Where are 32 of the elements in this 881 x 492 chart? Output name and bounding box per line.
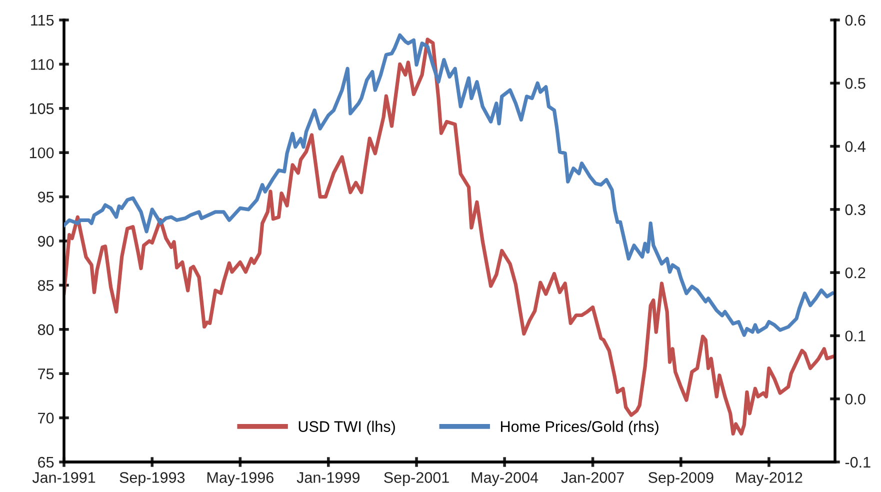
y2-tick-label: 0.0 (845, 394, 866, 405)
y-tick-label: 85 (38, 280, 54, 291)
y2-tick-label: 0.4 (845, 141, 866, 152)
x-tick-label: Jan-1991 (32, 472, 96, 483)
y-tick-label: 75 (38, 368, 54, 380)
x-tick-label: Sep-2009 (648, 472, 714, 486)
legend-label: Home Prices/Gold (rhs) (501, 420, 658, 435)
y2-tick-label: 0.3 (845, 204, 866, 216)
y-tick-label: 80 (38, 324, 54, 336)
y2-tick-label: 0.2 (845, 267, 866, 278)
legend-label: USD TWI (lhs) (298, 420, 395, 435)
y-tick-label: 110 (31, 59, 54, 70)
x-tick-label: Jan-2007 (561, 472, 624, 483)
y2-tick-label: 0.1 (845, 330, 866, 342)
x-tick-label: May-2004 (472, 472, 538, 486)
x-tick-label: Sep-1993 (120, 472, 185, 486)
y-tick-label: 65 (38, 456, 54, 468)
y-tick-label: 115 (31, 15, 54, 26)
y-tick-label: 100 (30, 147, 54, 158)
y-tick-label: 70 (38, 412, 54, 424)
y2-tick-label: -0.1 (845, 456, 870, 468)
x-tick-label: May-1996 (207, 472, 274, 486)
y-tick-label: 105 (30, 103, 54, 114)
y-tick-label: 95 (38, 192, 54, 202)
line-series (64, 38, 834, 436)
y2-tick-label: 0.5 (845, 78, 866, 89)
line-series (64, 33, 834, 337)
y2-tick-label: 0.6 (845, 14, 866, 26)
x-tick-label: Sep-2001 (384, 472, 449, 486)
y-tick-label: 90 (38, 236, 54, 247)
x-tick-label: Jan-1999 (296, 472, 360, 483)
x-tick-label: May-2012 (736, 472, 802, 486)
